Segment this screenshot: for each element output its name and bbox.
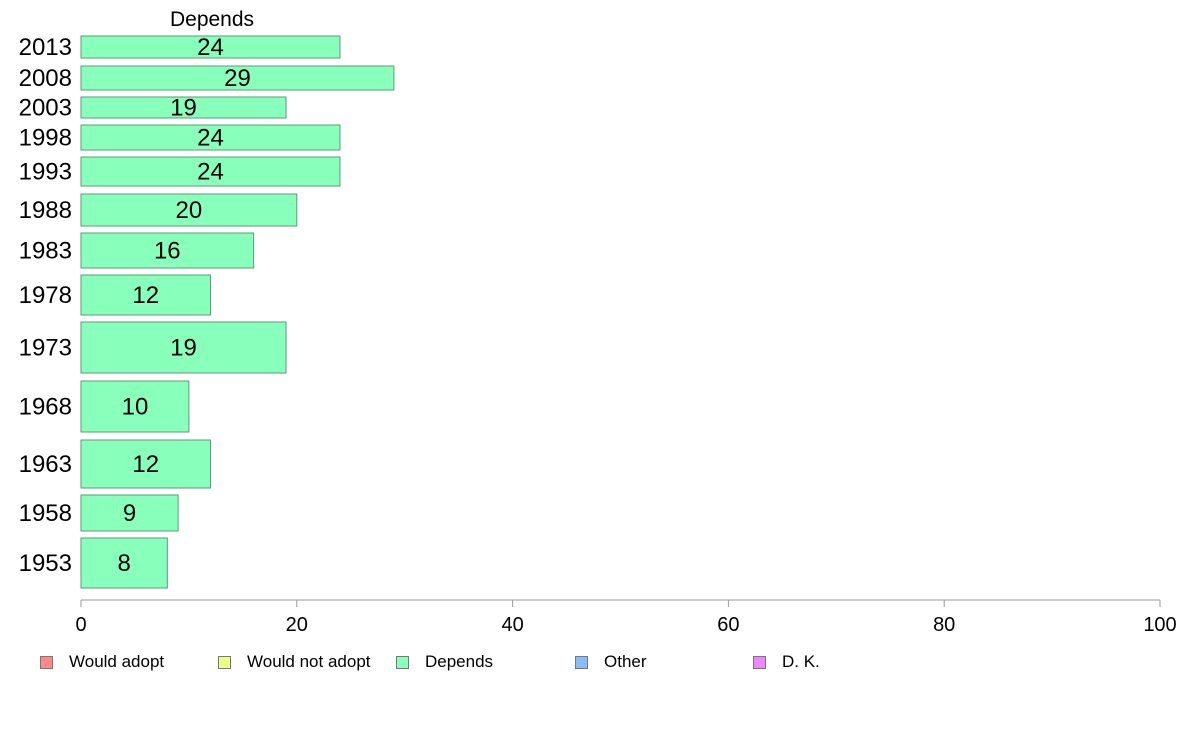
bar-value-label: 8 — [117, 550, 130, 577]
category-label: 2013 — [19, 34, 72, 61]
x-tick-label: 60 — [717, 614, 739, 636]
legend-label: Depends — [425, 652, 494, 671]
legend-swatch-would-adopt — [40, 655, 53, 669]
chart: Depends 24201329200819200324199824199320… — [19, 8, 1177, 636]
x-tick-label: 80 — [933, 614, 955, 636]
bar-value-label: 24 — [197, 125, 224, 152]
bars-group: 2420132920081920032419982419932019881619… — [19, 34, 395, 589]
bar-1973 — [80, 321, 287, 374]
bar-value-label: 19 — [170, 95, 197, 122]
bar-2013 — [80, 35, 341, 59]
bar-1988 — [80, 193, 298, 227]
legend-swatch-would-not-adopt — [218, 655, 231, 669]
legend: Would adopt Would not adopt Depends Othe… — [0, 652, 1188, 676]
category-label: 1953 — [19, 550, 72, 577]
category-label: 1968 — [19, 394, 72, 421]
legend-item-other: Other — [575, 652, 647, 672]
legend-label: Other — [604, 652, 647, 671]
bar-2008 — [80, 65, 395, 91]
bar-1953 — [80, 537, 168, 589]
bar-value-label: 9 — [123, 500, 136, 527]
bar-value-label: 24 — [197, 34, 224, 61]
legend-item-depends: Depends — [396, 652, 493, 672]
chart-title: Depends — [170, 8, 254, 31]
bar-1998 — [80, 124, 341, 151]
legend-item-would-adopt: Would adopt — [40, 652, 164, 672]
bar-1978 — [80, 274, 211, 316]
bar-1958 — [80, 494, 179, 532]
bar-1993 — [80, 156, 341, 187]
category-label: 2003 — [19, 95, 72, 122]
legend-swatch-dk — [753, 655, 766, 669]
bar-2003 — [80, 96, 287, 119]
bar-value-label: 24 — [197, 159, 224, 186]
category-label: 1973 — [19, 335, 72, 362]
category-label: 1988 — [19, 197, 72, 224]
legend-swatch-other — [575, 655, 588, 669]
legend-label: Would not adopt — [247, 652, 371, 671]
category-label: 1998 — [19, 125, 72, 152]
bar-value-label: 19 — [170, 335, 197, 362]
legend-swatch-depends — [396, 655, 409, 669]
bar-1963 — [80, 439, 211, 489]
category-label: 1978 — [19, 282, 72, 309]
legend-label: Would adopt — [69, 652, 165, 671]
category-label: 1993 — [19, 159, 72, 186]
bar-1983 — [80, 232, 255, 269]
legend-item-dk: D. K. — [753, 652, 820, 672]
bar-value-label: 20 — [176, 197, 203, 224]
category-label: 2008 — [19, 65, 72, 92]
x-tick-label: 20 — [286, 614, 308, 636]
category-label: 1983 — [19, 238, 72, 265]
legend-item-would-not-adopt: Would not adopt — [218, 652, 371, 672]
x-tick-label: 40 — [501, 614, 523, 636]
bar-value-label: 29 — [224, 65, 251, 92]
bar-value-label: 12 — [132, 282, 159, 309]
bar-value-label: 10 — [122, 394, 149, 421]
bar-1968 — [80, 380, 190, 433]
legend-label: D. K. — [782, 652, 820, 671]
category-label: 1963 — [19, 451, 72, 478]
x-tick-label: 0 — [75, 614, 86, 636]
x-tick-label: 100 — [1143, 614, 1176, 636]
category-label: 1958 — [19, 500, 72, 527]
x-axis: 0 20 40 60 80 100 — [75, 599, 1177, 636]
bar-value-label: 16 — [154, 238, 181, 265]
bar-value-label: 12 — [132, 451, 159, 478]
